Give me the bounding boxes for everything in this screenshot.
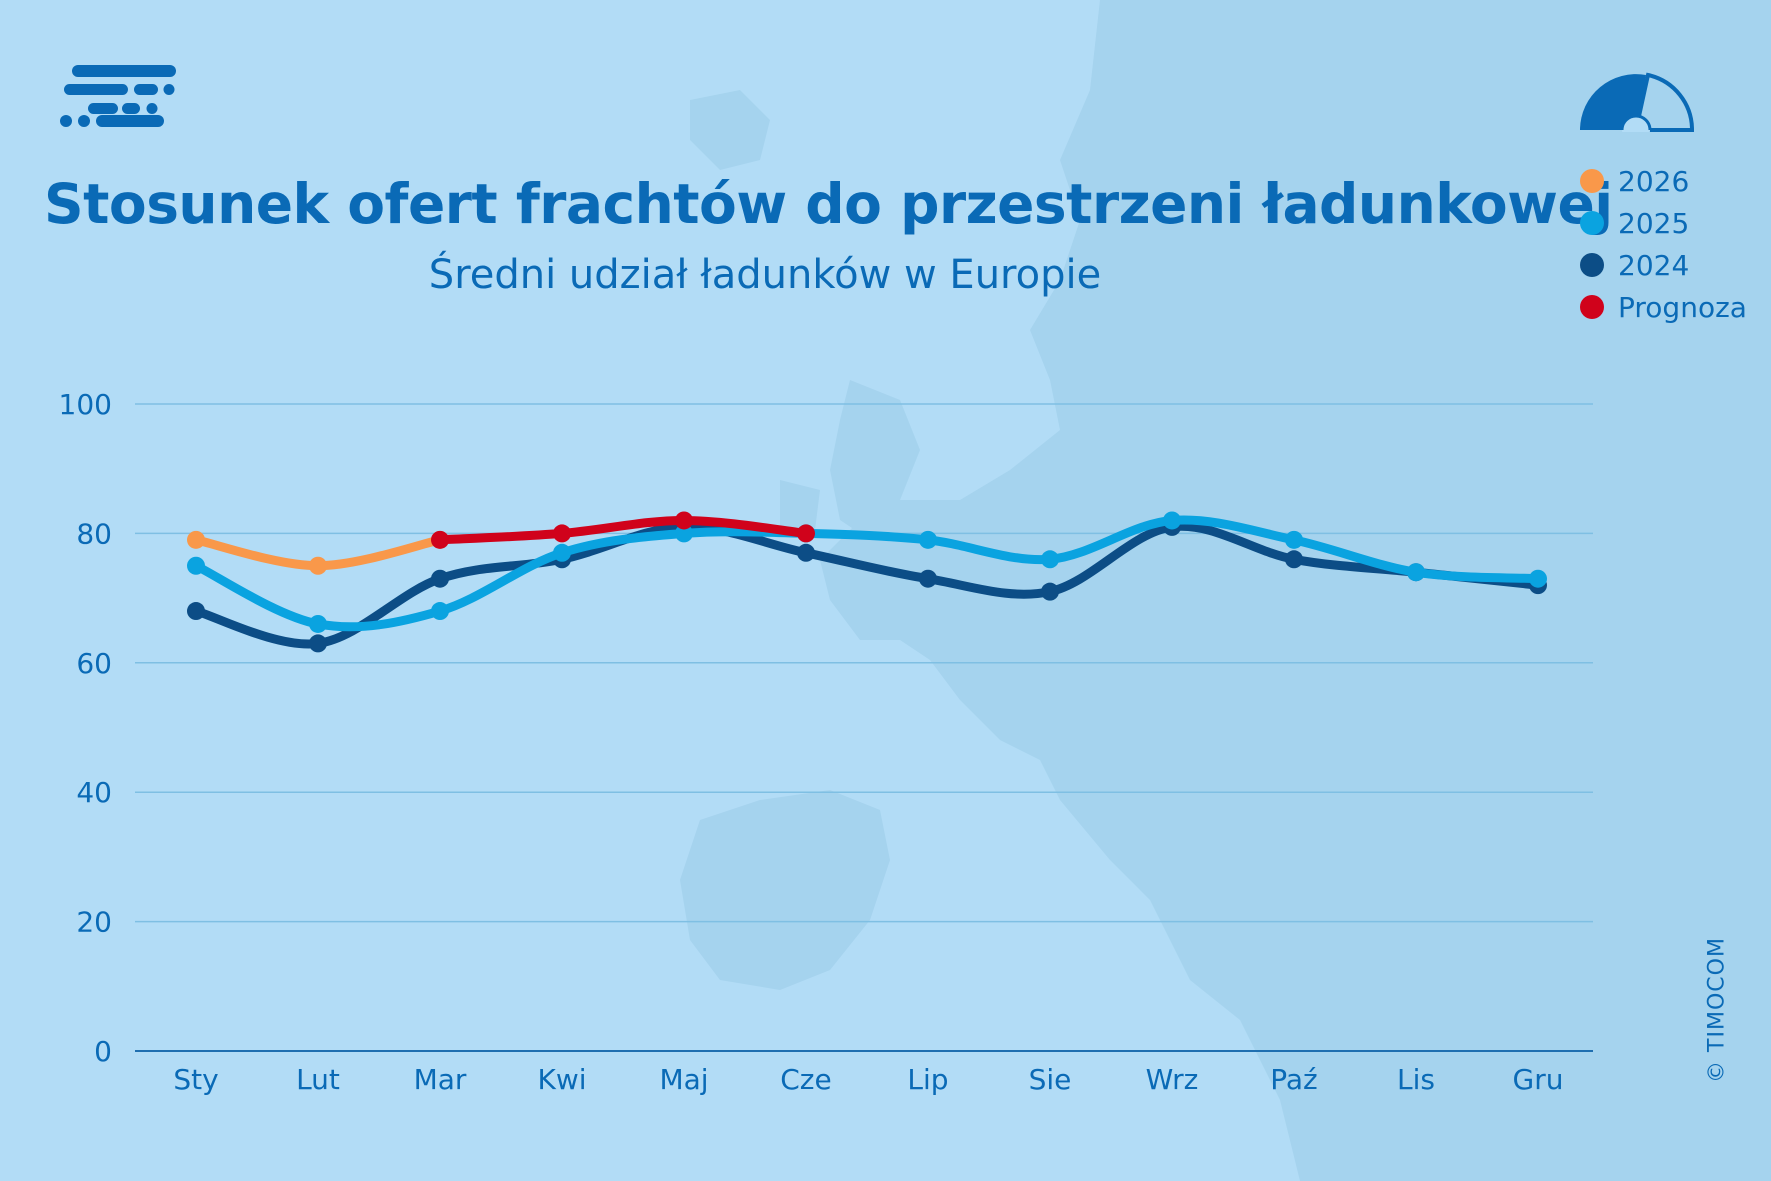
data-point-2026 — [187, 530, 205, 549]
data-point-2024 — [431, 569, 449, 588]
data-point-2025 — [1407, 563, 1425, 582]
x-tick-label: Lis — [1397, 1063, 1435, 1096]
data-point-2025 — [919, 530, 937, 549]
legend-label-2025: 2025 — [1618, 206, 1690, 240]
data-point-prognoza — [553, 524, 571, 543]
x-tick-label: Kwi — [537, 1063, 586, 1096]
data-point-2025 — [1529, 569, 1547, 588]
data-point-2024 — [1285, 550, 1303, 569]
data-point-prognoza — [797, 524, 815, 543]
x-tick-label: Sie — [1029, 1063, 1072, 1096]
series-line-prognoza — [435, 515, 811, 545]
timocom-logo-icon — [60, 65, 176, 127]
legend-marker-2026 — [1580, 169, 1604, 193]
y-tick-label: 0 — [94, 1035, 112, 1068]
x-tick-label: Maj — [659, 1063, 708, 1096]
copyright-text: © TIMOCOM — [1704, 937, 1730, 1083]
legend-label-2026: 2026 — [1618, 164, 1690, 198]
y-tick-label: 100 — [59, 388, 112, 421]
chart-subtitle: Średni udział ładunków w Europie — [428, 252, 1102, 298]
chart-title: Stosunek ofert frachtów do przestrzeni ł… — [44, 172, 1613, 236]
data-point-2025 — [1041, 550, 1059, 569]
legend-item-prognoza: Prognoza — [1580, 286, 1747, 328]
data-point-2025 — [431, 602, 449, 621]
x-tick-label: Paź — [1270, 1063, 1317, 1096]
legend-marker-prognoza — [1580, 295, 1604, 319]
data-point-prognoza — [675, 511, 693, 530]
y-tick-label: 20 — [76, 906, 112, 939]
data-point-2026 — [309, 556, 327, 575]
series-line-2025 — [191, 515, 1543, 632]
series-line-2024 — [191, 521, 1543, 649]
data-point-2024 — [309, 634, 327, 653]
legend-label-prognoza: Prognoza — [1618, 290, 1747, 324]
data-point-prognoza — [431, 530, 449, 549]
legend-item-2025: 2025 — [1580, 202, 1747, 244]
y-tick-label: 80 — [76, 517, 112, 550]
legend-marker-2025 — [1580, 211, 1604, 235]
data-point-2024 — [187, 602, 205, 621]
legend-marker-2024 — [1580, 253, 1604, 277]
x-tick-label: Sty — [173, 1063, 218, 1096]
data-point-2025 — [187, 556, 205, 575]
data-point-2025 — [1163, 511, 1181, 530]
data-point-2024 — [1041, 582, 1059, 601]
data-point-2024 — [919, 569, 937, 588]
x-tick-label: Cze — [780, 1063, 831, 1096]
x-tick-label: Wrz — [1146, 1063, 1199, 1096]
legend-item-2024: 2024 — [1580, 244, 1747, 286]
legend-label-2024: 2024 — [1618, 248, 1690, 282]
legend: 2026 2025 2024 Prognoza — [1580, 160, 1747, 328]
gauge-icon — [1580, 72, 1694, 132]
x-tick-label: Lip — [907, 1063, 948, 1096]
data-point-2025 — [675, 524, 693, 543]
y-tick-label: 60 — [76, 647, 112, 680]
data-point-2024 — [797, 543, 815, 562]
x-tick-label: Lut — [296, 1063, 340, 1096]
data-point-2025 — [553, 543, 571, 562]
data-point-2025 — [1285, 530, 1303, 549]
y-tick-label: 40 — [76, 776, 112, 809]
x-tick-label: Gru — [1513, 1063, 1564, 1096]
data-point-2025 — [309, 614, 327, 633]
x-tick-label: Mar — [414, 1063, 467, 1096]
legend-item-2026: 2026 — [1580, 160, 1747, 202]
